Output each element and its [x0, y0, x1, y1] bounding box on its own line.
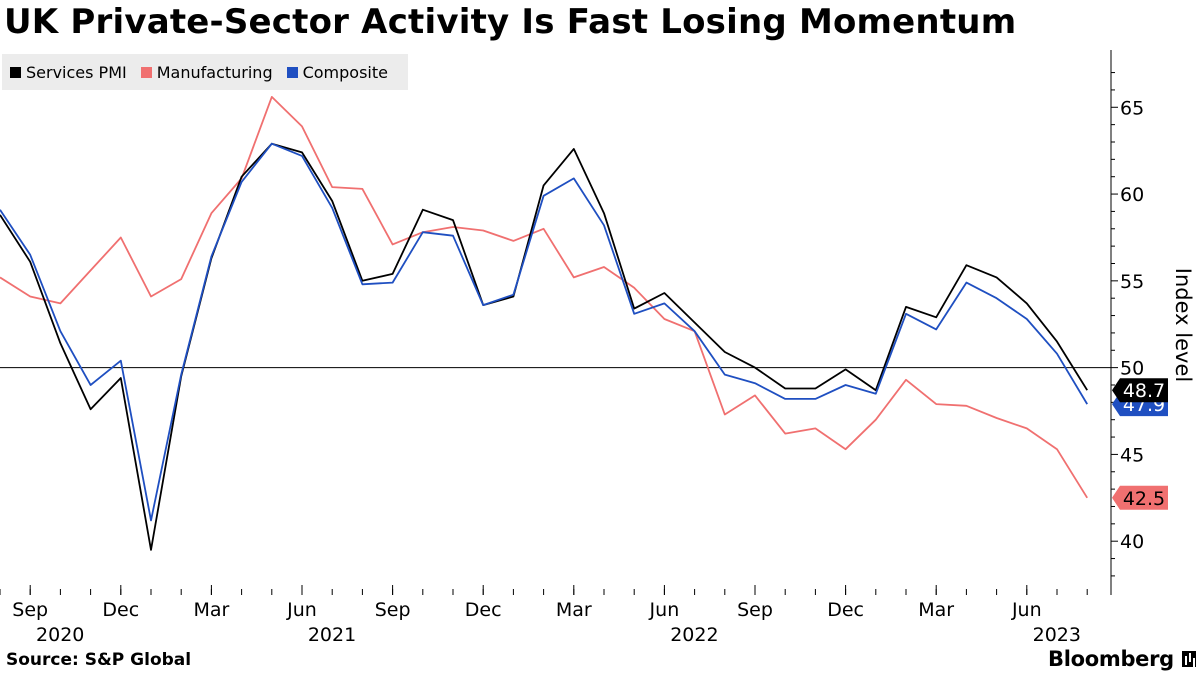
y-tick-label-40: 40 [1120, 531, 1144, 553]
end-label-tag [1112, 392, 1168, 417]
end-label-text: 48.7 [1123, 380, 1165, 402]
legend-label-manufacturing: Manufacturing [156, 62, 273, 82]
legend-label-services: Services PMI [26, 62, 127, 82]
x-tick-label-2022-09: Sep [737, 599, 773, 621]
x-tick-label-2022-03: Mar [556, 599, 592, 621]
y-axis-label: Index level [1171, 267, 1195, 383]
source-note: Source: S&P Global [6, 650, 192, 670]
chart-title: UK Private-Sector Activity Is Fast Losin… [4, 2, 1017, 42]
series-line-services-pmi [0, 142, 1088, 551]
x-year-label-2021: 2021 [308, 624, 356, 646]
y-tick-label-65: 65 [1120, 97, 1144, 119]
end-label-text: 47.9 [1123, 394, 1165, 416]
end-label-tag [1112, 378, 1168, 403]
x-year-label-2023: 2023 [1033, 624, 1081, 646]
end-label-manufacturing: 42.5 [1112, 485, 1168, 510]
legend-item-manufacturing: Manufacturing [140, 62, 273, 82]
x-year-label-2022: 2022 [670, 624, 718, 646]
y-tick-label-55: 55 [1120, 271, 1144, 293]
brand-name: Bloomberg [1048, 647, 1174, 671]
y-tick-label-45: 45 [1120, 444, 1144, 466]
chart-legend: Services PMI Manufacturing Composite [2, 54, 408, 90]
chart-end-labels: 47.948.7 42.5 [1112, 378, 1168, 510]
x-tick-label-2022-12: Dec [827, 599, 864, 621]
x-tick-label-2023-03: Mar [918, 599, 954, 621]
end-label-composite: 47.9 [1112, 392, 1168, 417]
legend-swatch-services [10, 66, 21, 78]
end-label-tag [1112, 485, 1168, 510]
series-line-manufacturing [0, 96, 1088, 499]
x-year-label-2020: 2020 [36, 624, 84, 646]
legend-swatch-manufacturing [140, 66, 152, 78]
x-tick-label-2022-06: Jun [649, 599, 680, 621]
x-tick-label-2020-12: Dec [102, 599, 139, 621]
bloomberg-icon [1181, 651, 1196, 667]
x-tick-label-2021-09: Sep [375, 599, 411, 621]
series-line-composite [0, 142, 1088, 522]
legend-swatch-composite [286, 66, 298, 78]
end-label-text: 42.5 [1123, 488, 1165, 510]
y-tick-label-60: 60 [1120, 184, 1144, 206]
end-label-services-pmi: 48.7 [1112, 378, 1168, 403]
y-tick-label-50: 50 [1120, 358, 1144, 380]
legend-item-composite: Composite [286, 62, 388, 82]
brand-logo: Bloomberg [1048, 647, 1196, 671]
chart-axes: 40 45 50 55 60 65 Sep 2020 Dec Mar Jun 2021 Sep Dec Ma… [0, 50, 1144, 646]
legend-item-services: Services PMI [10, 63, 127, 82]
x-tick-label-2021-12: Dec [465, 599, 502, 621]
legend-label-composite: Composite [302, 62, 388, 82]
chart-lines [0, 96, 1088, 551]
x-tick-label-2020-09: Sep [12, 599, 48, 621]
x-tick-label-2021-06: Jun [286, 599, 317, 621]
x-tick-label-2021-03: Mar [193, 599, 229, 621]
x-tick-label-2023-06: Jun [1011, 599, 1042, 621]
